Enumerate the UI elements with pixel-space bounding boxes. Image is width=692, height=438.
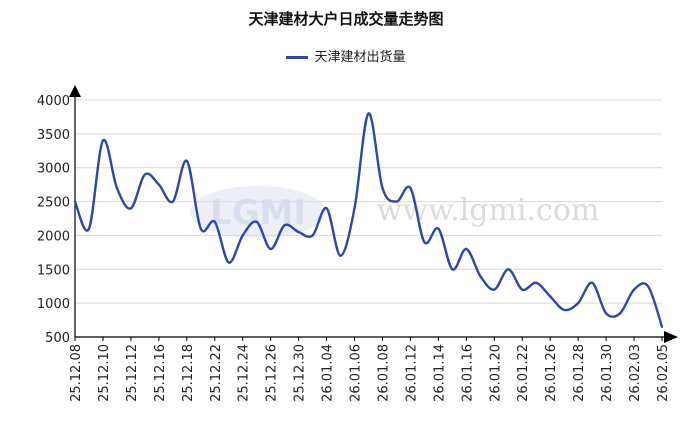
data-point: [73, 200, 77, 203]
data-point: [143, 173, 147, 176]
data-point: [632, 288, 636, 291]
data-point: [395, 200, 398, 203]
data-point: [325, 207, 328, 210]
x-tick-label: 25.12.22: [209, 344, 224, 402]
data-point: [479, 274, 482, 278]
data-point: [171, 200, 175, 203]
data-point: [521, 288, 524, 291]
y-tick-label: 3000: [37, 162, 70, 177]
y-tick-label: 2500: [37, 196, 70, 211]
y-axis-arrow: [69, 85, 81, 97]
data-point: [409, 186, 412, 190]
x-axis-arrow: [664, 331, 678, 343]
data-point: [101, 139, 105, 142]
x-tick-label: 26.01.12: [404, 344, 419, 402]
x-tick-label: 26.01.04: [321, 344, 336, 402]
x-tick-label: 25.12.30: [293, 344, 308, 402]
data-point: [437, 227, 440, 230]
data-point: [227, 261, 230, 264]
y-tick-label: 3500: [37, 128, 70, 143]
x-tick-label: 26.01.06: [349, 344, 364, 402]
legend-line-swatch: [286, 56, 309, 59]
y-tick-label: 500: [45, 331, 70, 346]
y-tick-labels: 500 1000 1500 2000 2500 3000 3500 4000: [37, 94, 70, 346]
y-tick-label: 1500: [37, 263, 70, 278]
data-point: [493, 288, 496, 291]
data-point: [548, 295, 552, 298]
data-point: [129, 207, 133, 210]
x-tick-label: 25.12.16: [153, 344, 168, 402]
x-tick-label: 25.12.12: [125, 344, 140, 402]
watermark-site-text: www.lgmi.com: [377, 193, 600, 228]
data-point: [660, 325, 664, 329]
data-point: [115, 186, 119, 190]
chart-title: 天津建材大户日成交量走势图: [248, 10, 444, 28]
data-point: [590, 281, 594, 285]
data-point: [241, 234, 244, 237]
x-tick-label: 26.01.08: [376, 344, 391, 402]
grid-lines: [75, 99, 662, 304]
x-tick-label: 26.01.30: [600, 344, 615, 402]
x-tick-labels: 25.12.08 25.12.10 25.12.12 25.12.16 25.12.18…: [69, 337, 671, 402]
x-tick-label: 25.12.26: [265, 344, 280, 402]
x-tick-label: 25.12.08: [69, 344, 84, 402]
data-point: [339, 254, 342, 257]
y-tick-label: 1000: [37, 297, 70, 312]
x-tick-label: 26.01.28: [572, 344, 587, 402]
watermark-logo-ellipse: [190, 186, 326, 238]
data-point: [367, 112, 370, 115]
data-point: [618, 312, 622, 315]
watermark: LGMI www.lgmi.com: [190, 186, 599, 238]
legend: 天津建材出货量: [0, 46, 692, 65]
data-point: [269, 247, 272, 251]
data-point: [576, 301, 580, 305]
data-point: [283, 224, 286, 227]
x-tick-label: 26.01.20: [488, 344, 503, 402]
data-point: [311, 234, 314, 237]
data-point: [507, 268, 510, 271]
data-point: [535, 281, 538, 285]
data-point: [185, 159, 189, 163]
data-point: [213, 220, 216, 224]
data-point: [199, 227, 202, 230]
data-point: [451, 268, 454, 271]
data-point: [423, 241, 426, 244]
x-tick-label: 25.12.24: [237, 344, 252, 402]
data-point: [562, 308, 566, 312]
data-point: [157, 183, 161, 186]
y-tick-label: 2000: [37, 229, 70, 244]
data-point: [255, 220, 258, 224]
x-tick-label: 25.12.18: [181, 344, 196, 402]
data-point: [297, 230, 300, 234]
data-point: [353, 207, 356, 210]
x-tick-label: 26.01.14: [432, 344, 447, 402]
x-tick-label: 26.02.03: [628, 344, 643, 402]
data-point: [87, 227, 91, 230]
x-tick-label: 25.12.10: [97, 344, 112, 402]
series-layer: [73, 112, 664, 329]
axes: [69, 85, 678, 343]
x-tick-label: 26.01.22: [516, 344, 531, 402]
y-tick-label: 4000: [37, 94, 70, 109]
data-point: [465, 247, 468, 251]
data-point: [604, 312, 608, 315]
data-point: [381, 186, 384, 190]
x-tick-label: 26.02.05: [656, 344, 671, 402]
data-point: [646, 285, 650, 288]
legend-series-label: 天津建材出货量: [314, 50, 406, 65]
x-tick-label: 26.01.16: [460, 344, 475, 402]
x-tick-label: 26.01.26: [544, 344, 559, 402]
